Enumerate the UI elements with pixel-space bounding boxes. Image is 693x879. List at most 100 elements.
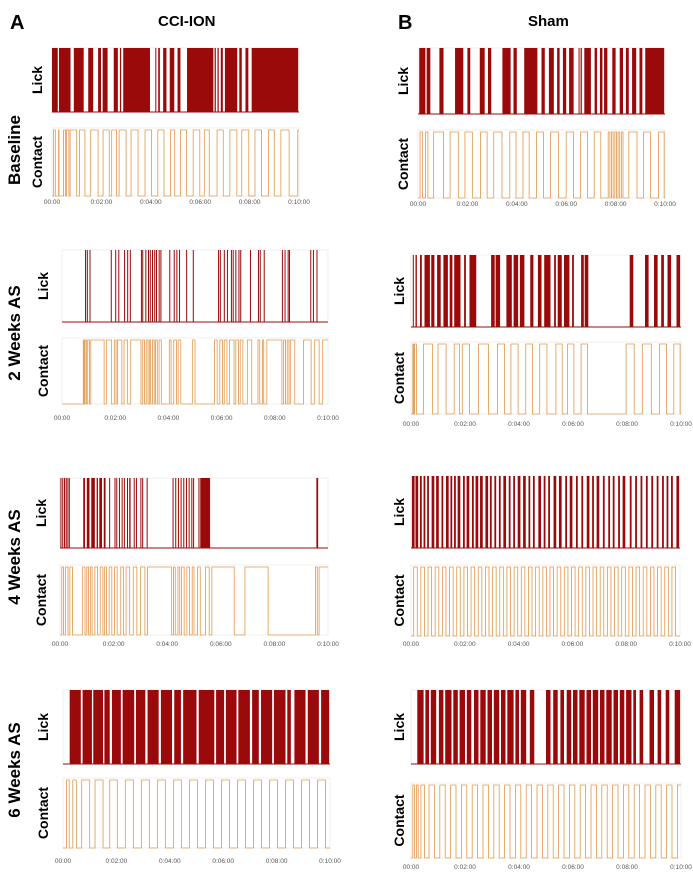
lick-label: Lick [391,713,407,741]
tick-label: 0:04:00 [506,201,528,208]
lick-bar [592,476,594,548]
lick-bar [415,476,419,548]
lick-bar [129,478,131,548]
lick-bar [573,690,578,764]
raster-b-7: Lick Contact 00:00 0:02:00 0:04:00 0:06:00 0:0… [391,689,692,871]
panel-letter-b: B [398,12,412,34]
lick-bar [310,250,312,322]
lick-bar [662,476,664,548]
lick-bar [449,255,453,327]
lick-bar [122,690,135,764]
lick-label: Lick [35,713,51,741]
tick-label: 0:06:00 [210,641,232,648]
lick-bar [553,690,558,764]
lick-bar [89,250,91,322]
lick-bar [426,48,431,114]
lick-bar [140,250,142,322]
lick-bar [183,690,197,764]
lick-bar [235,250,237,322]
tick-label: 0:02:00 [454,421,476,428]
lick-bar [123,48,150,112]
tick-label: 0:02:00 [457,201,479,208]
lick-bar [186,250,188,322]
lick-bar [427,476,429,548]
tick-label: 0:06:00 [562,641,584,648]
lick-bar [437,255,441,327]
lick-bar [633,690,636,764]
lick-bar [489,476,492,548]
lick-bar [629,476,632,548]
lick-bar [179,250,181,322]
lick-bar [129,250,131,322]
lick-bar [158,48,160,112]
lick-bar [135,690,146,764]
lick-bar [454,255,461,327]
tick-label: 0:08:00 [266,858,288,865]
lick-bar [564,255,570,327]
contact-label: Contact [29,136,45,188]
lick-bar [513,255,519,327]
lick-label: Lick [35,272,51,300]
tick-label: 0:10:00 [319,858,341,865]
tick-label: 0:06:00 [562,421,584,428]
lick-bar [127,250,129,322]
raster-a-4: Lick Contact 00:00 0:02:00 0:04:00 0:06:00 0:0… [33,477,339,648]
row-label-2-weeks: 2 Weeks AS [5,285,24,380]
raster-a-2: Lick Contact 00:00 0:02:00 0:04:00 0:06:00 0:0… [35,249,339,422]
lick-bar [180,478,182,548]
lick-bar [198,690,215,764]
lick-bar [524,48,538,114]
lick-bar [494,476,497,548]
lick-bar [439,48,444,114]
lick-bar [572,255,574,327]
lick-bar [443,255,448,327]
raster-b-3: Lick Contact 00:00 0:02:00 0:04:00 0:06:00 0:0… [391,254,692,428]
lick-bar [149,250,151,322]
lick-bar [151,250,153,322]
lick-bar [240,250,242,322]
lick-bar [183,478,185,548]
lick-bar [431,476,435,548]
tick-label: 00:00 [54,415,71,422]
lick-bar [102,48,108,112]
lick-bar [312,250,314,322]
lick-bar [493,690,500,764]
lick-bar [557,255,562,327]
tick-label: 0:10:00 [670,421,692,428]
lick-bar [485,476,489,548]
tick-label: 0:02:00 [454,641,476,648]
lick-bar [503,476,507,548]
tick-label: 0:10:00 [317,641,339,648]
lick-bar [218,250,220,322]
lick-bar [118,250,120,322]
lick-bar [424,255,430,327]
contact-trace [60,566,328,636]
lick-bar [538,476,542,548]
lick-bar [674,690,681,764]
lick-bar [645,476,648,548]
lick-bar [216,690,225,764]
lick-bar [506,255,512,327]
lick-bar [251,48,299,112]
lick-bar [288,250,290,322]
lick-label: Lick [391,277,407,305]
tick-label: 00:00 [52,641,69,648]
lick-bar [457,476,461,548]
tick-label: 0:04:00 [159,858,181,865]
lick-bar [529,690,535,764]
contact-label: Contact [391,352,407,404]
lick-bar [466,690,472,764]
lick-bar [113,48,118,112]
lick-bar [219,250,221,322]
lick-bar [68,478,70,548]
lick-bar [546,690,551,764]
tick-label: 0:04:00 [156,641,178,648]
lick-bar [580,48,582,114]
lick-bar [532,476,535,548]
lick-bar [639,48,643,114]
lick-bar [60,478,62,548]
lick-bar [86,478,90,548]
lick-bar [523,476,526,548]
lick-bar [176,250,178,322]
